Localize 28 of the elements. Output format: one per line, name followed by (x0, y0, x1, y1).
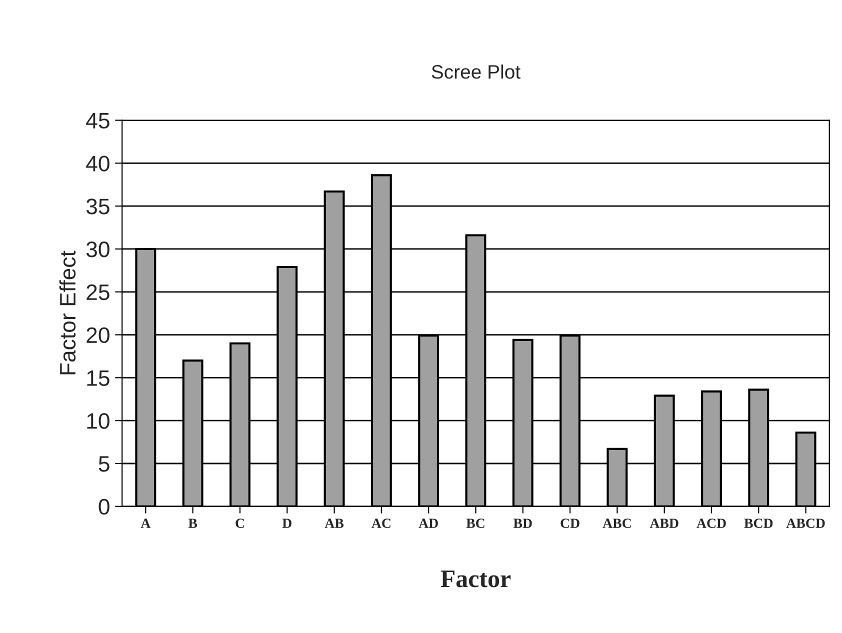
y-tick-label: 40 (86, 156, 110, 172)
y-tick-label: 10 (87, 413, 110, 429)
x-tick-label: BC (466, 518, 484, 528)
x-tick-label: B (188, 518, 198, 528)
y-axis-title: Factor Effect (59, 250, 76, 374)
x-tick-label: C (236, 518, 244, 528)
y-tick-label: 5 (98, 456, 110, 472)
x-axis-title: Factor (440, 570, 511, 588)
x-tick-label: CD (560, 518, 580, 528)
y-tick-label: 0 (98, 498, 110, 515)
x-tick-label: ACD (696, 518, 726, 528)
x-tick-label: BCD (744, 518, 773, 528)
x-tick-label: AC (372, 518, 390, 528)
y-tick-label: 30 (86, 242, 110, 258)
chart-title: Scree Plot (432, 64, 520, 79)
x-tick-label: D (282, 518, 292, 528)
y-tick-label: 35 (86, 198, 110, 214)
x-tick-label: BD (513, 518, 532, 528)
x-tick-label: AD (418, 518, 438, 528)
y-tick-label: 45 (86, 113, 110, 129)
y-tick-label: 15 (87, 370, 110, 386)
y-tick-label: 25 (86, 284, 110, 300)
x-tick-label: AB (324, 518, 344, 528)
x-tick-label: ABD (650, 518, 678, 528)
x-tick-label: ABC (602, 518, 631, 528)
x-tick-label: ABCD (786, 518, 825, 528)
x-tick-label: A (140, 518, 151, 528)
y-tick-label: 20 (86, 327, 110, 344)
